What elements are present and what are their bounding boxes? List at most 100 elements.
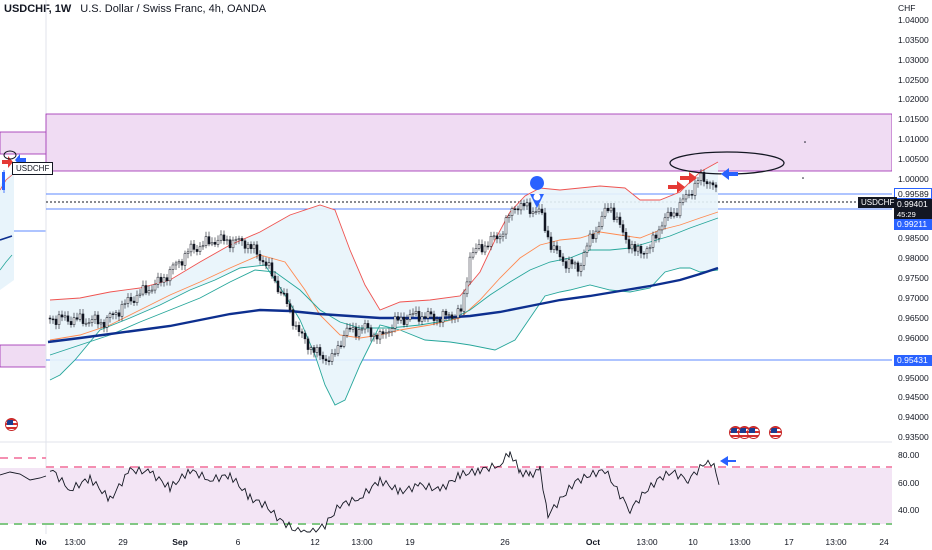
time-label: 13:00 — [64, 537, 86, 547]
candle-body — [537, 208, 541, 212]
price-chart[interactable] — [0, 0, 892, 534]
supply-zone[interactable] — [45, 113, 892, 172]
candle-body — [363, 323, 367, 330]
candle-body — [183, 253, 187, 266]
candle-body — [630, 244, 634, 250]
candle-body — [126, 297, 130, 304]
time-label: 17 — [784, 537, 794, 547]
price-label: 0.98000 — [898, 253, 929, 263]
current-price-tag: 0.99401 — [894, 199, 932, 210]
candle-body — [168, 269, 172, 282]
candle-body — [705, 181, 709, 185]
candle-body — [648, 247, 652, 250]
candle-body — [639, 245, 643, 254]
candle-body — [198, 246, 202, 252]
candle-body — [480, 244, 484, 253]
candle-body — [222, 234, 226, 241]
candle-body — [657, 229, 661, 239]
candle-body — [138, 293, 142, 296]
price-label: 0.93500 — [898, 432, 929, 442]
price-axis[interactable]: CHF 1.04000 1.03500 1.03000 1.02500 1.02… — [892, 0, 932, 442]
candle-body — [51, 318, 55, 321]
candle-body — [273, 275, 277, 282]
candle-body — [69, 321, 73, 325]
candle-body — [615, 216, 619, 220]
candle-body — [279, 291, 283, 294]
candle-body — [306, 338, 310, 350]
candle-body — [249, 244, 253, 250]
time-axis[interactable]: No 13:00 29 Sep 6 12 13:00 19 26 Oct 13:… — [0, 534, 892, 550]
candle-body — [225, 239, 229, 242]
price-label: 1.01000 — [898, 134, 929, 144]
price-label: 1.02500 — [898, 75, 929, 85]
candle-body — [636, 245, 640, 252]
candle-body — [93, 314, 97, 321]
inset-ma — [0, 235, 13, 241]
candle-body — [582, 252, 586, 266]
candle-body — [642, 253, 646, 255]
candle-body — [246, 244, 250, 249]
candle-body — [690, 193, 694, 196]
candle-body — [330, 353, 334, 362]
time-label: 29 — [118, 537, 128, 547]
time-label: Sep — [172, 537, 188, 547]
candle-body — [315, 347, 319, 353]
us-flag-icon[interactable] — [747, 426, 760, 439]
arrow-left-icon — [721, 168, 738, 180]
candle-body — [552, 245, 556, 250]
candle-body — [153, 284, 157, 291]
arrow-right-icon — [668, 181, 685, 193]
candle-body — [276, 280, 280, 293]
candle-body — [591, 233, 595, 240]
candle-body — [144, 285, 148, 294]
candle-body — [714, 184, 718, 188]
level-price-tag: 0.99211 — [894, 219, 932, 230]
candle-body — [561, 256, 565, 262]
candle-body — [702, 172, 706, 182]
candle-body — [468, 256, 472, 283]
chart-header[interactable]: USDCHF, 1W U.S. Dollar / Swiss Franc, 4h… — [4, 3, 272, 19]
candle-body — [393, 316, 397, 329]
candle-body — [465, 281, 469, 295]
bar-countdown: 45:29 — [894, 209, 932, 220]
candle-body — [303, 332, 307, 340]
rsi-axis[interactable]: 80.00 60.00 40.00 — [892, 442, 932, 534]
symbol-interval[interactable]: USDCHF, 1W — [4, 3, 72, 15]
candle-body — [660, 225, 664, 231]
candle-body — [534, 211, 538, 213]
candle-body — [438, 318, 442, 323]
us-flag-icon[interactable] — [769, 426, 782, 439]
candle-body — [219, 234, 223, 241]
candle-body — [396, 316, 400, 321]
candle-body — [237, 238, 241, 240]
arrow-right-icon — [680, 172, 697, 184]
candle-body — [135, 295, 139, 303]
candle-body — [645, 248, 649, 254]
candle-body — [354, 327, 358, 337]
candle-body — [378, 331, 382, 340]
candle-body — [543, 212, 547, 232]
candle-body — [177, 261, 181, 264]
candle-body — [606, 207, 610, 212]
candle-body — [321, 355, 325, 360]
candle-body — [150, 289, 154, 292]
candle-body — [372, 334, 376, 337]
level-price-tag: 0.95431 — [894, 355, 932, 366]
candle-body — [114, 312, 118, 315]
candle-body — [201, 245, 205, 248]
candle-body — [81, 313, 85, 324]
candle-body — [663, 217, 667, 227]
candle-body — [600, 215, 604, 227]
candle-body — [66, 315, 70, 322]
candle-body — [624, 232, 628, 240]
candle-body — [318, 347, 322, 356]
candle-body — [417, 310, 421, 322]
candle-body — [294, 325, 298, 327]
candle-body — [414, 310, 418, 314]
candle-body — [525, 202, 529, 207]
candle-body — [162, 277, 166, 283]
time-label: 6 — [235, 537, 241, 547]
candle-body — [597, 226, 601, 232]
candle-body — [675, 212, 679, 217]
us-flag-icon[interactable] — [5, 418, 18, 431]
